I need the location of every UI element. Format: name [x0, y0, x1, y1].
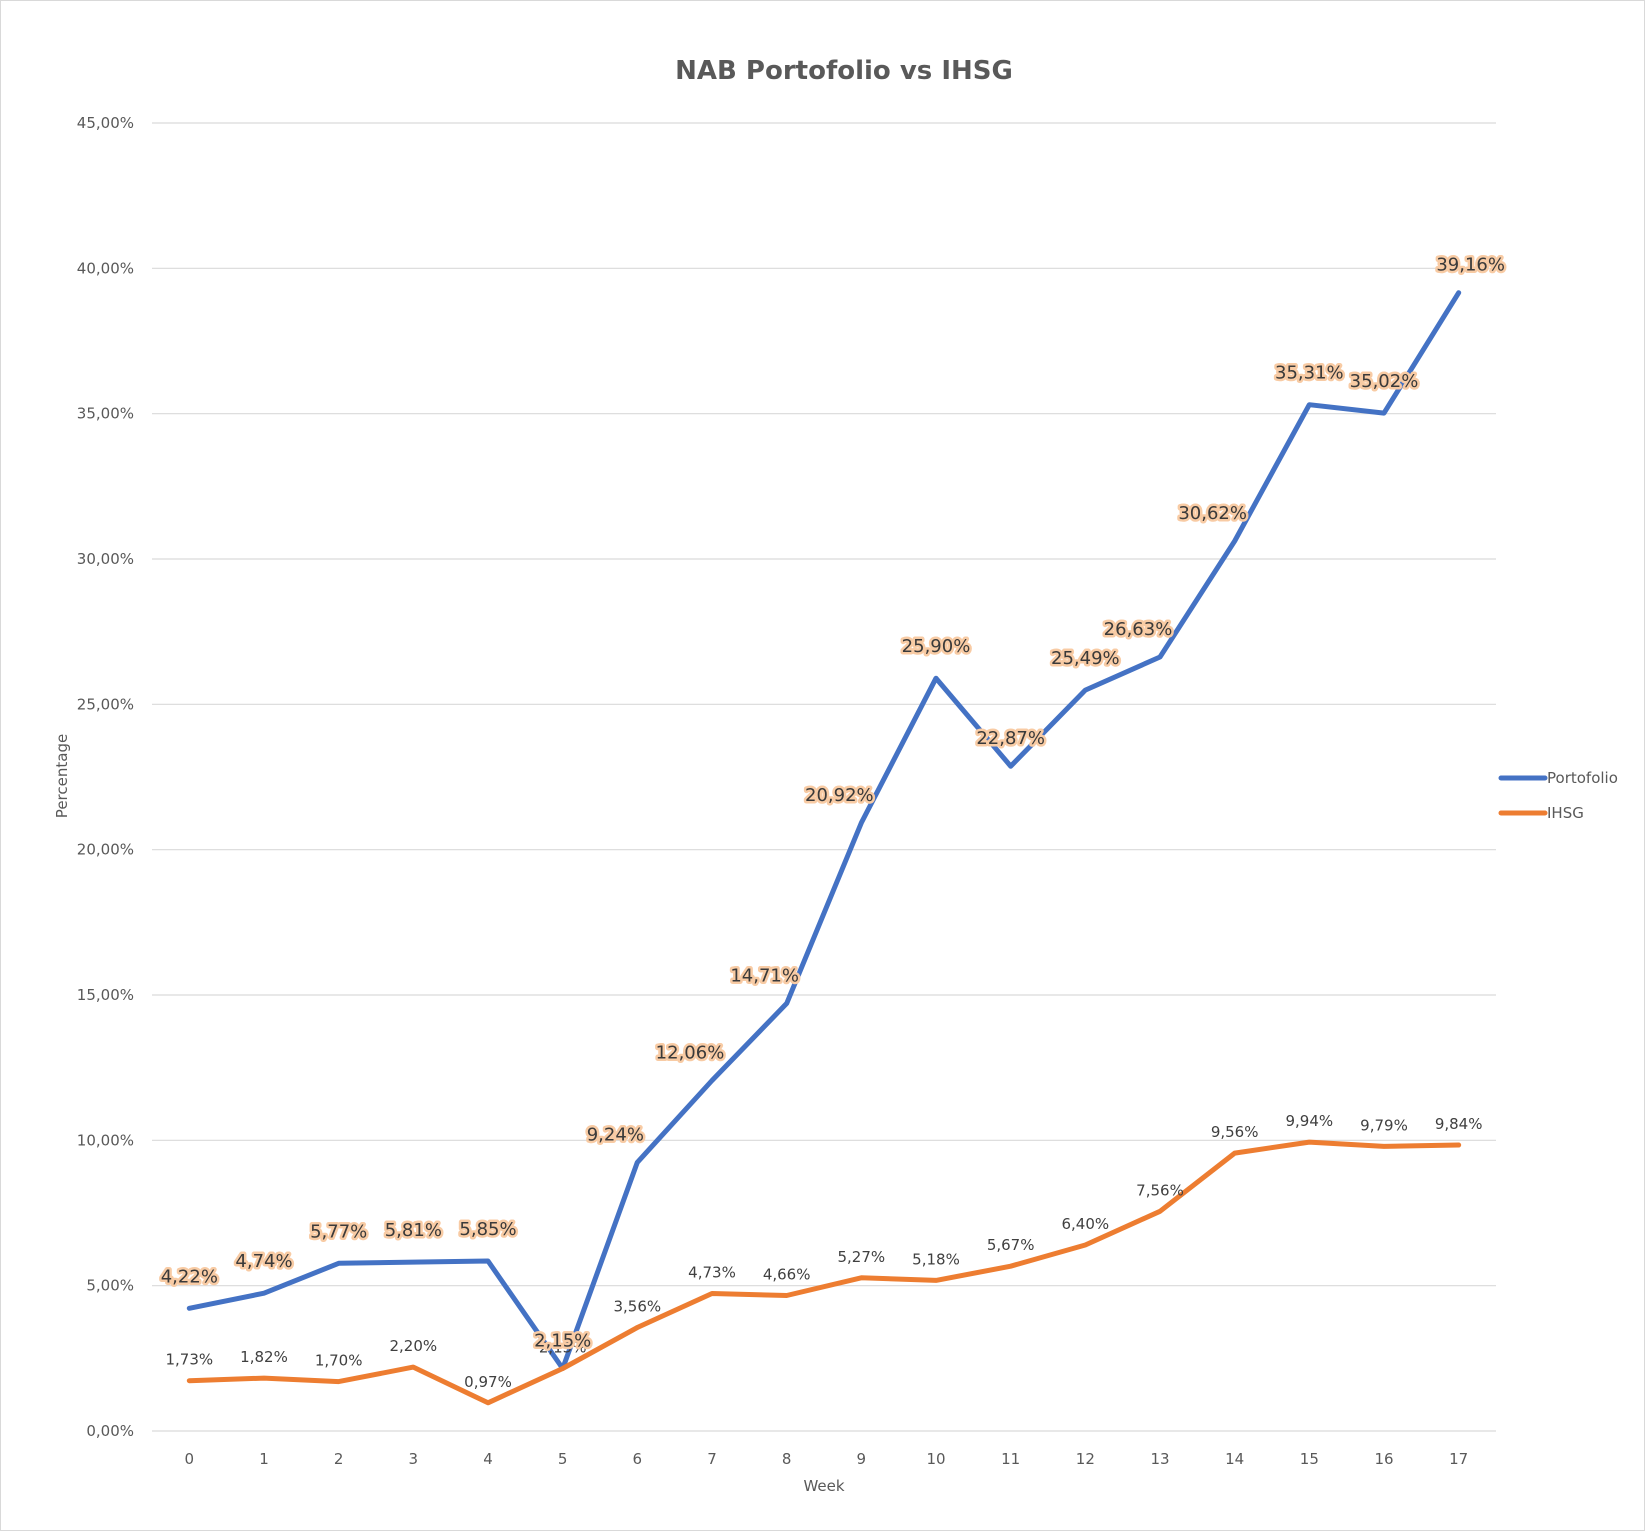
data-label-ihsg: 2,20% [390, 1337, 438, 1355]
data-label-portofolio: 5,81% [385, 1220, 442, 1241]
x-tick-label: 17 [1449, 1450, 1468, 1468]
series-lines [186, 290, 1462, 1406]
y-tick-label: 15,00% [77, 986, 134, 1004]
data-label-ihsg: 7,56% [1136, 1181, 1184, 1199]
data-label-portofolio: 12,06% [656, 1042, 725, 1063]
data-label-portofolio: 22,87% [976, 728, 1045, 749]
data-label-ihsg: 0,97% [464, 1373, 512, 1391]
data-label-portofolio: 4,22% [161, 1266, 218, 1287]
x-tick-label: 10 [926, 1450, 945, 1468]
data-label-ihsg: 5,18% [912, 1250, 960, 1268]
y-tick-label: 35,00% [77, 405, 134, 423]
y-tick-label: 5,00% [86, 1277, 134, 1295]
y-tick-label: 40,00% [77, 259, 134, 277]
x-tick-label: 16 [1374, 1450, 1393, 1468]
y-tick-label: 0,00% [86, 1422, 134, 1440]
x-tick-label: 7 [707, 1450, 717, 1468]
data-label-ihsg: 3,56% [614, 1298, 662, 1316]
y-tick-label: 25,00% [77, 695, 134, 713]
gridlines [152, 122, 1496, 1432]
y-tick-label: 45,00% [77, 114, 134, 132]
y-axis-title: Percentage [53, 734, 71, 818]
data-label-portofolio: 26,63% [1104, 619, 1173, 640]
data-label-ihsg: 1,82% [240, 1348, 288, 1366]
data-label-ihsg: 9,79% [1360, 1116, 1408, 1134]
x-tick-label: 9 [857, 1450, 867, 1468]
data-label-ihsg: 6,40% [1062, 1215, 1110, 1233]
data-label-ihsg: 1,73% [166, 1351, 214, 1369]
x-tick-label: 6 [633, 1450, 643, 1468]
x-tick-label: 1 [259, 1450, 269, 1468]
series-line-portofolio [186, 290, 1462, 1371]
legend-label: Portofolio [1547, 769, 1618, 787]
x-tick-label: 12 [1076, 1450, 1095, 1468]
data-label-ihsg: 9,84% [1435, 1115, 1483, 1133]
data-label-portofolio: 5,85% [459, 1219, 516, 1240]
x-tick-label: 3 [409, 1450, 419, 1468]
data-label-portofolio: 14,71% [730, 965, 799, 986]
data-label-portofolio: 20,92% [805, 785, 874, 806]
data-label-ihsg: 9,56% [1211, 1123, 1259, 1141]
y-tick-label: 30,00% [77, 550, 134, 568]
y-tick-label: 10,00% [77, 1131, 134, 1149]
legend: Portofolio IHSG [1498, 769, 1618, 822]
data-label-portofolio: 2,15% [534, 1331, 591, 1352]
x-tick-label: 2 [334, 1450, 344, 1468]
data-label-portofolio: 25,90% [902, 636, 971, 657]
data-label-ihsg: 5,27% [838, 1248, 886, 1266]
x-tick-label: 15 [1300, 1450, 1319, 1468]
data-label-portofolio: 35,02% [1350, 371, 1419, 392]
x-axis-title: Week [803, 1477, 844, 1495]
data-label-portofolio: 39,16% [1436, 255, 1505, 276]
data-label-portofolio: 4,74% [235, 1251, 292, 1272]
data-label-ihsg: 1,70% [315, 1352, 363, 1370]
data-label-portofolio: 30,62% [1178, 503, 1247, 524]
x-axis-ticks: 0 1 2 3 4 5 6 7 8 9 10 11 12 13 14 15 16 17 [185, 1450, 1469, 1468]
data-label-portofolio: 25,49% [1051, 648, 1120, 669]
data-label-ihsg: 4,73% [688, 1264, 736, 1282]
data-label-ihsg: 5,67% [987, 1236, 1035, 1254]
data-label-portofolio: 9,24% [587, 1124, 644, 1145]
x-tick-label: 11 [1001, 1450, 1020, 1468]
data-label-portofolio: 35,31% [1275, 363, 1344, 384]
series-line-ihsg [186, 1139, 1462, 1406]
x-tick-label: 13 [1150, 1450, 1169, 1468]
y-axis-ticks: 0,00% 5,00% 10,00% 15,00% 20,00% 25,00% 30,00%… [77, 114, 134, 1440]
data-label-ihsg: 9,94% [1286, 1112, 1334, 1130]
legend-label: IHSG [1547, 804, 1584, 822]
x-tick-label: 14 [1225, 1450, 1244, 1468]
data-label-portofolio: 5,77% [310, 1221, 367, 1242]
data-label-ihsg: 4,66% [763, 1266, 811, 1284]
x-tick-label: 0 [185, 1450, 195, 1468]
x-tick-label: 4 [483, 1450, 493, 1468]
data-label-ihsg: 2,15% [539, 1339, 587, 1357]
x-tick-label: 8 [782, 1450, 792, 1468]
data-labels: 1,73% 1,82% 1,70% 2,20% 0,97% 2,15% 3,56% 4,73%… [158, 252, 1507, 1391]
y-tick-label: 20,00% [77, 841, 134, 859]
x-tick-label: 5 [558, 1450, 568, 1468]
chart-title: NAB Portofolio vs IHSG [675, 56, 1013, 86]
